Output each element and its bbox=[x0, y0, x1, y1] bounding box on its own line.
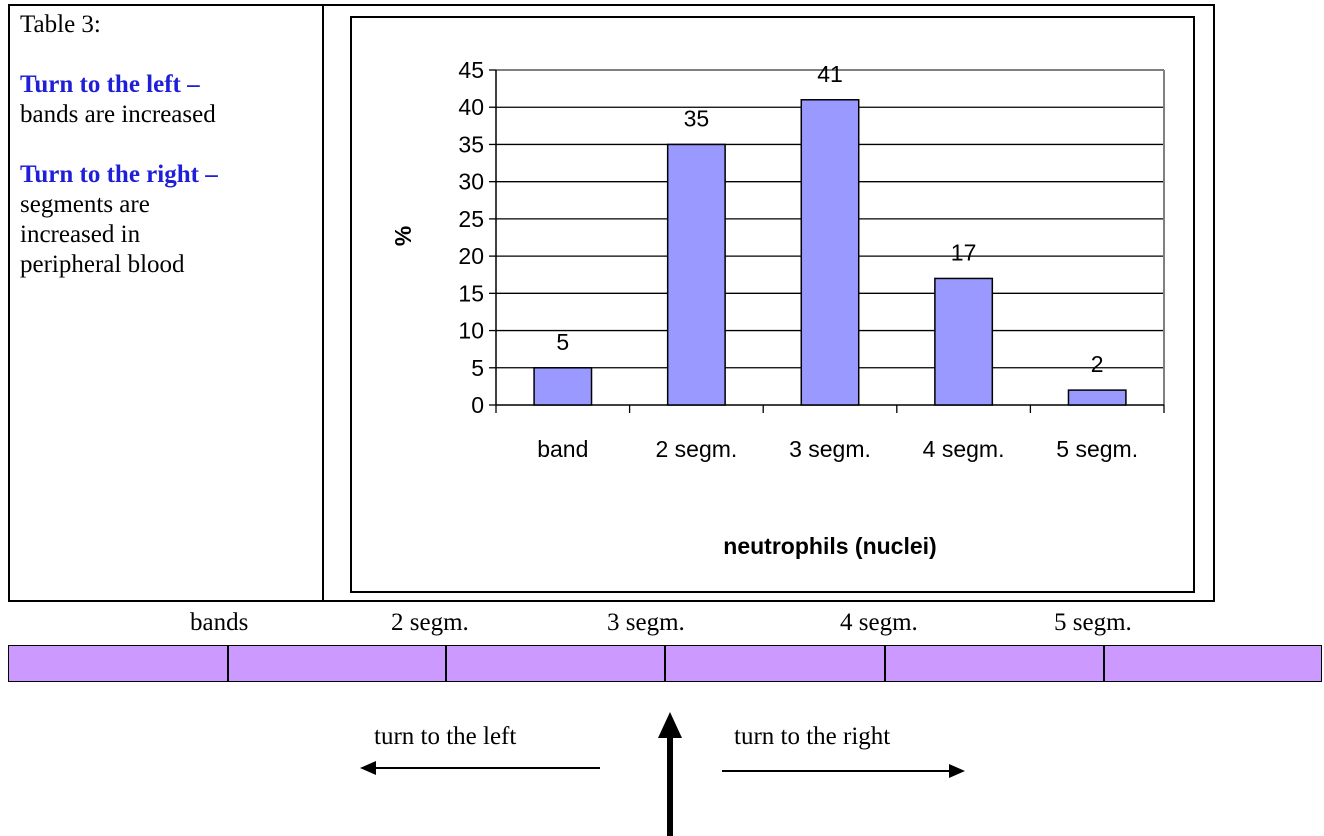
table-column-divider bbox=[322, 4, 324, 602]
data-label: 41 bbox=[817, 61, 843, 87]
x-tick-label: 5 segm. bbox=[1056, 436, 1138, 462]
strip-label-3-segm: 3 segm. bbox=[607, 609, 685, 636]
table-frame bbox=[8, 4, 1215, 602]
x-tick-label: 4 segm. bbox=[923, 436, 1005, 462]
chart-container: 0 5 10 15 20 25 30 35 40 45 5 band 35 2 segm. 41 3 segm… bbox=[350, 16, 1195, 593]
bar bbox=[1067, 389, 1127, 406]
strip-divider bbox=[1103, 645, 1105, 682]
y-tick-label: 35 bbox=[458, 131, 484, 157]
y-tick-label: 10 bbox=[458, 318, 484, 344]
strip-divider bbox=[664, 645, 666, 682]
turn-left-label: turn to the left bbox=[374, 723, 517, 750]
x-tick-label: 2 segm. bbox=[655, 436, 737, 462]
neutrophil-bar-chart: 0 5 10 15 20 25 30 35 40 45 5 band 35 2 segm. 41 3 segm… bbox=[390, 57, 1165, 559]
right-arrow-icon bbox=[722, 764, 965, 778]
strip-label-bands: bands bbox=[190, 609, 249, 636]
y-axis-title: % bbox=[390, 226, 416, 246]
turn-left-heading: Turn to the left – bbox=[20, 71, 200, 98]
data-label: 17 bbox=[951, 239, 977, 265]
strip-divider bbox=[227, 645, 229, 682]
y-tick-label: 0 bbox=[471, 392, 484, 418]
strip-label-5-segm: 5 segm. bbox=[1054, 609, 1132, 636]
strip-label-2-segm: 2 segm. bbox=[391, 609, 469, 636]
strip-divider bbox=[884, 645, 886, 682]
y-tick-label: 20 bbox=[458, 243, 484, 269]
bar bbox=[533, 367, 593, 406]
y-tick-label: 5 bbox=[471, 355, 484, 381]
data-label: 2 bbox=[1091, 351, 1104, 377]
turn-right-text-line: peripheral blood bbox=[20, 251, 185, 278]
turn-right-text-line: segments are bbox=[20, 191, 150, 218]
turn-left-text: bands are increased bbox=[20, 101, 216, 128]
y-tick-label: 30 bbox=[458, 169, 484, 195]
y-tick-label: 40 bbox=[458, 94, 484, 120]
up-arrow-icon bbox=[658, 712, 682, 836]
x-axis-title: neutrophils (nuclei) bbox=[723, 533, 936, 559]
table-caption: Table 3: bbox=[20, 11, 101, 38]
turn-right-text-line: increased in bbox=[20, 221, 141, 248]
bar bbox=[800, 99, 860, 406]
y-tick-label: 15 bbox=[458, 280, 484, 306]
explanation-cell: Table 3: Turn to the left – bands are in… bbox=[20, 10, 316, 280]
bar bbox=[666, 143, 726, 406]
left-arrow-icon bbox=[360, 761, 600, 775]
x-tick-label: band bbox=[537, 436, 588, 462]
strip-label-4-segm: 4 segm. bbox=[840, 609, 918, 636]
data-label: 35 bbox=[684, 105, 710, 131]
y-tick-label: 25 bbox=[458, 206, 484, 232]
turn-right-heading: Turn to the right – bbox=[20, 161, 218, 188]
data-label: 5 bbox=[556, 329, 569, 355]
turn-right-label: turn to the right bbox=[734, 723, 891, 750]
bar bbox=[934, 277, 994, 406]
x-tick-label: 3 segm. bbox=[789, 436, 871, 462]
strip-divider bbox=[445, 645, 447, 682]
y-tick-label: 45 bbox=[458, 57, 484, 83]
